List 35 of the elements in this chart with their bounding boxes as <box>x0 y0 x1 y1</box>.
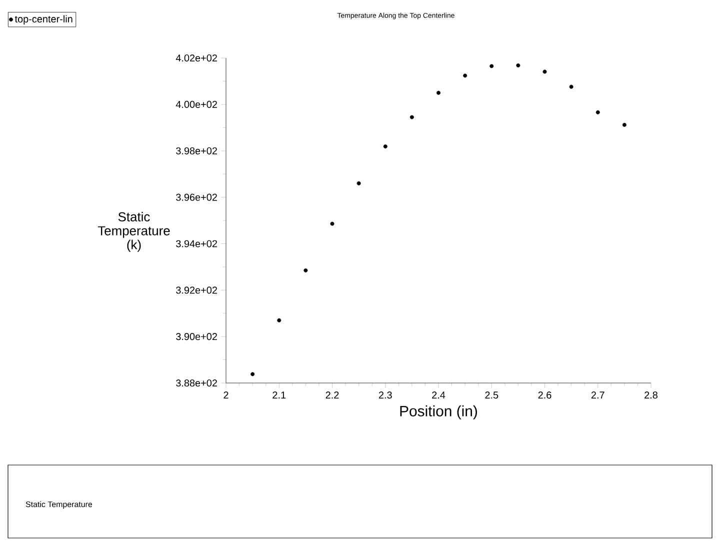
y-tick-label: 3.92e+02 <box>176 286 217 294</box>
y-tick-label: 4.00e+02 <box>176 100 217 108</box>
point <box>542 70 547 74</box>
point <box>622 122 626 127</box>
point <box>436 90 440 95</box>
point <box>596 110 600 114</box>
x-tick-label: 2.5 <box>485 392 498 399</box>
y-tick-label: 3.94e+02 <box>176 240 217 248</box>
point <box>516 63 520 68</box>
legend-label: top-center-lin <box>14 15 72 24</box>
y-tick-label: 4.02e+02 <box>176 54 217 62</box>
point <box>463 74 468 78</box>
point <box>410 115 414 120</box>
point <box>304 268 308 272</box>
y-tick-label: 3.98e+02 <box>176 147 217 154</box>
point <box>490 64 494 68</box>
x-tick-label: 2.8 <box>644 392 658 399</box>
point <box>277 318 282 322</box>
x-tick-label: 2 <box>224 392 228 398</box>
x-tick-label: 2.6 <box>538 392 552 399</box>
x-tick-label: 2.3 <box>378 392 392 399</box>
x-axis-title: Position (in) <box>400 405 477 420</box>
point <box>330 222 334 226</box>
x-tick-label: 2.4 <box>432 392 446 398</box>
y-axis-title: Static Temperature (k) <box>98 212 170 252</box>
y-tick-label: 3.90e+02 <box>176 333 217 340</box>
x-tick-label: 2.2 <box>326 392 339 398</box>
x-tick-label: 2.1 <box>272 392 286 398</box>
y-tick-label: 3.96e+02 <box>176 194 217 201</box>
y-tick-label: 3.88e+02 <box>176 379 217 387</box>
x-tick-label: 2.7 <box>591 392 604 398</box>
point <box>356 181 361 186</box>
point <box>569 84 574 89</box>
point <box>250 372 255 376</box>
point <box>383 144 388 148</box>
